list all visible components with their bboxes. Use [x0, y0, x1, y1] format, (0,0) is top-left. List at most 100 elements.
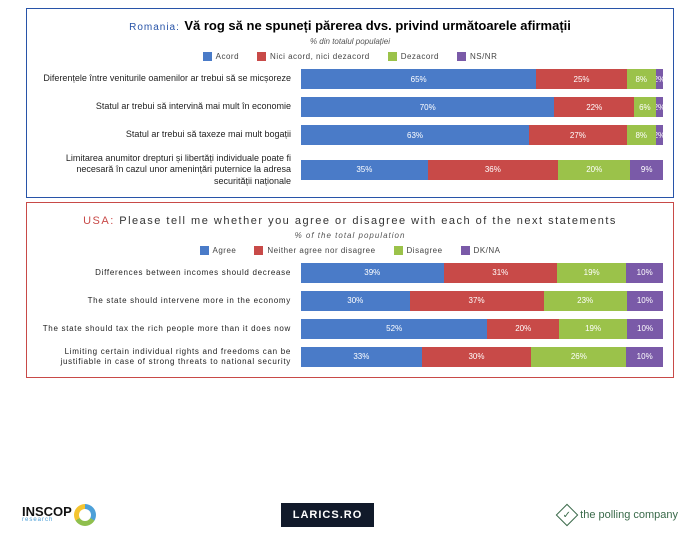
- row-label: Differences between incomes should decre…: [37, 268, 295, 278]
- chart-row: Limitarea anumitor drepturi și libertăți…: [37, 153, 663, 187]
- pie-icon: [74, 504, 96, 526]
- bar-segment: 30%: [301, 291, 410, 311]
- bar-segment: 37%: [410, 291, 544, 311]
- bar-segment: 10%: [626, 263, 663, 283]
- legend-item: Agree: [200, 246, 237, 255]
- legend-label: Disagree: [407, 246, 443, 255]
- us-legend: Agree Neither agree nor disagree Disagree D…: [37, 246, 663, 255]
- check-icon: ✓: [556, 504, 579, 527]
- ro-legend: Acord Nici acord, nici dezacord Dezacord NS…: [37, 52, 663, 61]
- bar-segment: 52%: [301, 319, 487, 339]
- bar-segment: 10%: [627, 319, 663, 339]
- bar-segment: 19%: [559, 319, 627, 339]
- legend-swatch: [257, 52, 266, 61]
- legend-item: Neither agree nor disagree: [254, 246, 375, 255]
- row-label: Limiting certain individual rights and f…: [37, 347, 295, 367]
- romania-panel: Romania: Vă rog să ne spuneți părerea dv…: [26, 8, 674, 198]
- bar-segment: 2%: [656, 97, 663, 117]
- bar-segment: 2%: [656, 69, 663, 89]
- legend-label: Neither agree nor disagree: [267, 246, 375, 255]
- stacked-bar: 33%30%26%10%: [301, 347, 663, 367]
- bar-segment: 25%: [536, 69, 627, 89]
- bar-segment: 20%: [558, 160, 630, 180]
- inscop-text: INSCOP: [22, 507, 72, 517]
- legend-swatch: [457, 52, 466, 61]
- inscop-logo: INSCOP research: [22, 504, 96, 526]
- chart-row: Statul ar trebui să intervină mai mult î…: [37, 97, 663, 117]
- row-label: The state should tax the rich people mor…: [37, 324, 295, 334]
- bar-segment: 8%: [627, 125, 656, 145]
- chart-row: The state should tax the rich people mor…: [37, 319, 663, 339]
- stacked-bar: 65%25%8%2%: [301, 69, 663, 89]
- legend-item: NS/NR: [457, 52, 497, 61]
- row-label: The state should intervene more in the e…: [37, 296, 295, 306]
- row-label: Statul ar trebui să intervină mai mult î…: [37, 101, 295, 112]
- stacked-bar: 63%27%8%2%: [301, 125, 663, 145]
- bar-segment: 31%: [444, 263, 557, 283]
- bar-segment: 10%: [627, 291, 663, 311]
- legend-item: Nici acord, nici dezacord: [257, 52, 370, 61]
- legend-item: Dezacord: [388, 52, 439, 61]
- bar-segment: 10%: [626, 347, 663, 367]
- stacked-bar: 52%20%19%10%: [301, 319, 663, 339]
- chart-row: Limiting certain individual rights and f…: [37, 347, 663, 367]
- ro-prefix: Romania:: [129, 22, 180, 33]
- bar-segment: 35%: [301, 160, 428, 180]
- legend-swatch: [254, 246, 263, 255]
- polling-logo: ✓ the polling company: [559, 507, 678, 523]
- bar-segment: 20%: [487, 319, 559, 339]
- ro-rows: Diferențele între veniturile oamenilor a…: [37, 69, 663, 187]
- stacked-bar: 39%31%19%10%: [301, 263, 663, 283]
- chart-row: The state should intervene more in the e…: [37, 291, 663, 311]
- stacked-bar: 30%37%23%10%: [301, 291, 663, 311]
- row-label: Statul ar trebui să taxeze mai mult boga…: [37, 129, 295, 140]
- stacked-bar: 35%36%20%9%: [301, 160, 663, 180]
- row-label: Limitarea anumitor drepturi și libertăți…: [37, 153, 295, 187]
- legend-item: Disagree: [394, 246, 443, 255]
- legend-swatch: [203, 52, 212, 61]
- legend-label: Dezacord: [401, 52, 439, 61]
- bar-segment: 36%: [428, 160, 558, 180]
- legend-item: Acord: [203, 52, 239, 61]
- larics-logo: LARICS.RO: [281, 503, 375, 527]
- us-title: Please tell me whether you agree or disa…: [119, 215, 617, 227]
- us-title-line: USA: Please tell me whether you agree or…: [37, 211, 663, 229]
- stacked-bar: 70%22%6%2%: [301, 97, 663, 117]
- footer: INSCOP research LARICS.RO ✓ the polling …: [0, 503, 700, 527]
- ro-title-line: Romania: Vă rog să ne spuneți părerea dv…: [37, 17, 663, 35]
- legend-swatch: [200, 246, 209, 255]
- bar-segment: 39%: [301, 263, 444, 283]
- bar-segment: 26%: [531, 347, 626, 367]
- legend-item: DK/NA: [461, 246, 501, 255]
- bar-segment: 30%: [422, 347, 532, 367]
- legend-label: Nici acord, nici dezacord: [270, 52, 370, 61]
- usa-panel: USA: Please tell me whether you agree or…: [26, 202, 674, 378]
- bar-segment: 63%: [301, 125, 529, 145]
- ro-subtitle: % din totalul populației: [37, 37, 663, 46]
- chart-row: Statul ar trebui să taxeze mai mult boga…: [37, 125, 663, 145]
- bar-segment: 2%: [656, 125, 663, 145]
- legend-label: Acord: [216, 52, 239, 61]
- bar-segment: 22%: [554, 97, 634, 117]
- legend-label: NS/NR: [470, 52, 497, 61]
- bar-segment: 65%: [301, 69, 536, 89]
- bar-segment: 33%: [301, 347, 422, 367]
- bar-segment: 19%: [557, 263, 626, 283]
- legend-swatch: [388, 52, 397, 61]
- row-label: Diferențele între veniturile oamenilor a…: [37, 73, 295, 84]
- chart-row: Diferențele între veniturile oamenilor a…: [37, 69, 663, 89]
- legend-swatch: [461, 246, 470, 255]
- ro-title: Vă rog să ne spuneți părerea dvs. privin…: [184, 18, 571, 33]
- bar-segment: 27%: [529, 125, 627, 145]
- bar-segment: 6%: [634, 97, 656, 117]
- us-subtitle: % of the total population: [37, 231, 663, 240]
- bar-segment: 70%: [301, 97, 554, 117]
- us-rows: Differences between incomes should decre…: [37, 263, 663, 367]
- bar-segment: 8%: [627, 69, 656, 89]
- legend-label: DK/NA: [474, 246, 501, 255]
- bar-segment: 9%: [630, 160, 663, 180]
- polling-text: the polling company: [580, 509, 678, 521]
- chart-row: Differences between incomes should decre…: [37, 263, 663, 283]
- legend-swatch: [394, 246, 403, 255]
- legend-label: Agree: [213, 246, 237, 255]
